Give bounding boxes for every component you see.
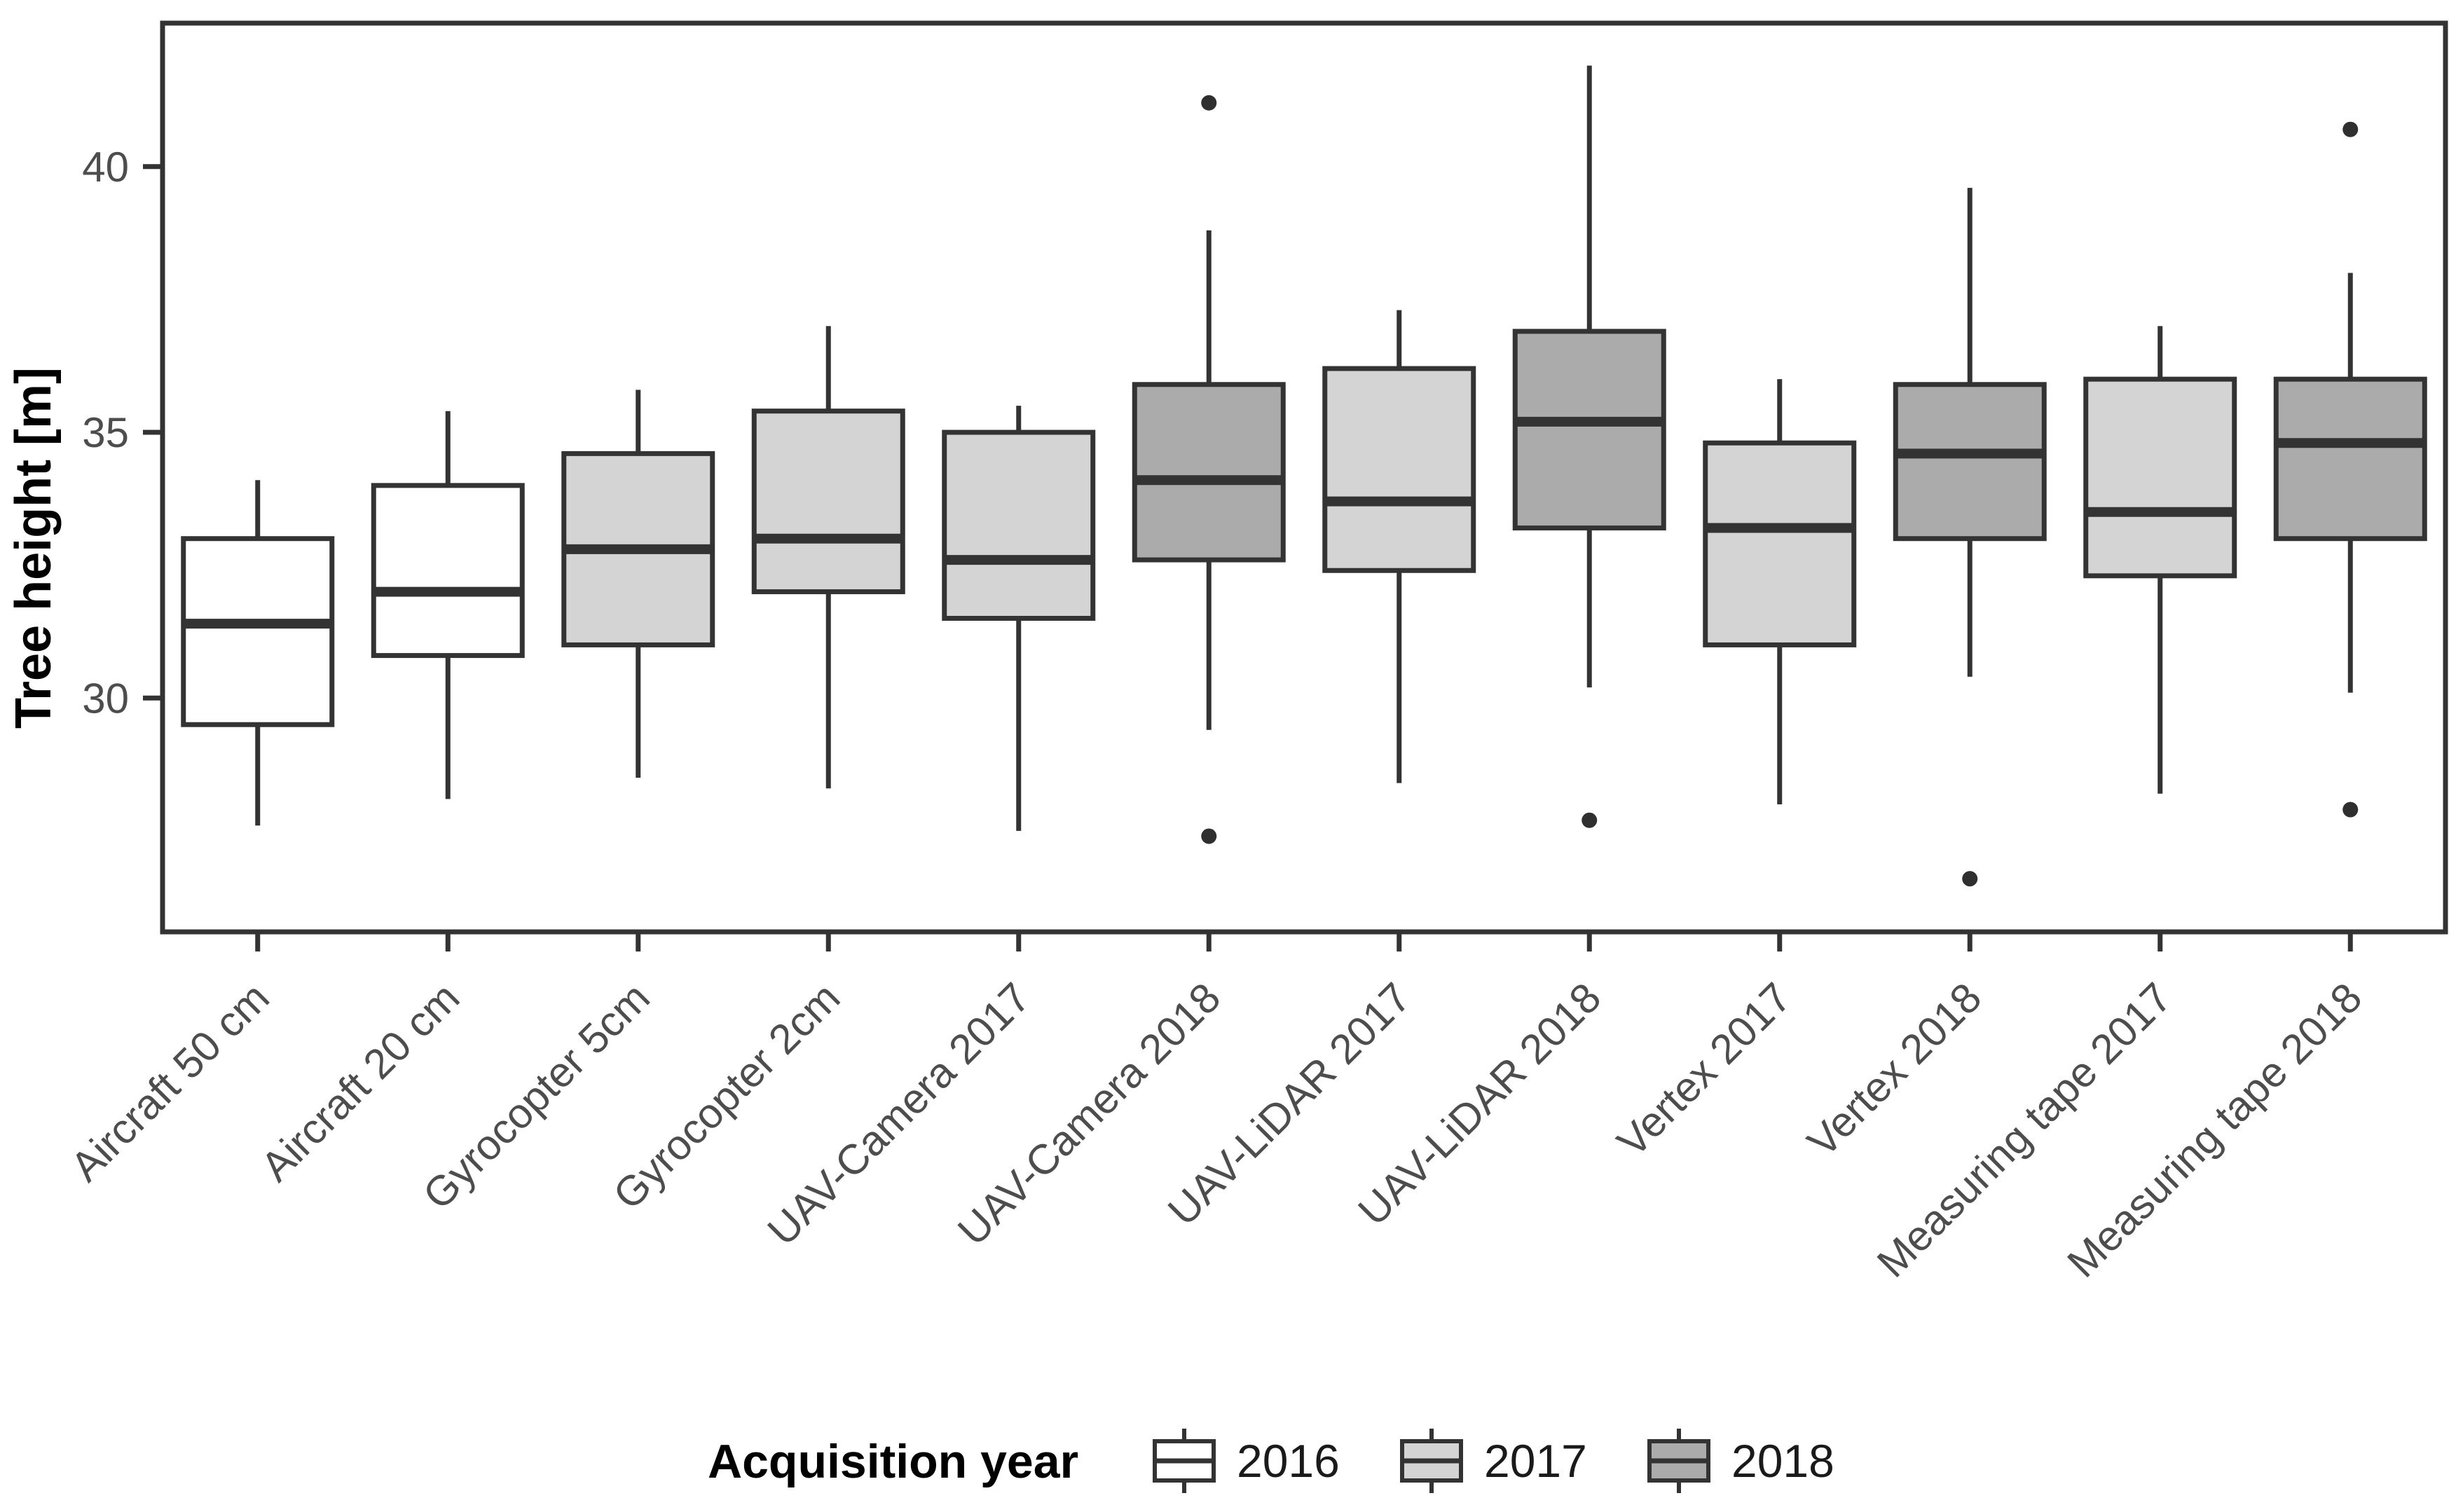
legend: Acquisition year 2016 2017 2018 — [708, 1429, 1834, 1493]
legend-label-2018: 2018 — [1731, 1435, 1834, 1487]
x-label-aircraft-20-cm: Aircraft 20 cm — [252, 974, 468, 1190]
outlier-uav-camera-2018-0 — [1201, 95, 1217, 111]
box-uav-camera-2018 — [1132, 382, 1286, 563]
box-uav-lidar-2017 — [1322, 366, 1476, 573]
legend-label-2017: 2017 — [1484, 1435, 1587, 1487]
outliers-layer — [1201, 95, 2359, 887]
box-vertex-2017 — [1703, 440, 1857, 647]
x-label-vertex-2017: Vertex 2017 — [1608, 974, 1800, 1166]
x-label-aircraft-50-cm: Aircraft 50 cm — [62, 974, 278, 1190]
y-axis-title: Tree height [m] — [6, 367, 62, 729]
box-aircraft-50-cm — [181, 536, 335, 727]
y-axis: 30 35 40 — [82, 144, 163, 722]
legend-key-2016 — [1153, 1429, 1216, 1493]
outlier-uav-lidar-2018-0 — [1582, 812, 1598, 828]
legend-key-2017 — [1400, 1429, 1463, 1493]
legend-key-2018 — [1647, 1429, 1710, 1493]
plot-panel-border — [160, 20, 2448, 935]
box-uav-camera-2017 — [942, 429, 1096, 621]
boxes-layer — [181, 329, 2427, 727]
legend-label-2016: 2016 — [1237, 1435, 1340, 1487]
box-uav-lidar-2018 — [1512, 329, 1666, 531]
outlier-measuring-tape-2018-1 — [2342, 802, 2359, 818]
box-aircraft-20-cm — [371, 483, 525, 659]
x-label-vertex-2018: Vertex 2018 — [1799, 974, 1991, 1166]
y-tick-label-30: 30 — [82, 675, 129, 722]
outlier-uav-camera-2018-1 — [1201, 828, 1217, 844]
legend-title: Acquisition year — [708, 1435, 1078, 1488]
box-measuring-tape-2018 — [2273, 376, 2427, 542]
outlier-measuring-tape-2018-0 — [2342, 121, 2359, 137]
outlier-vertex-2018-0 — [1962, 871, 1978, 887]
y-tick-label-40: 40 — [82, 144, 129, 191]
box-measuring-tape-2017 — [2083, 376, 2237, 579]
box-vertex-2018 — [1893, 382, 2047, 542]
y-tick-label-35: 35 — [82, 409, 129, 456]
box-gyrocopter-2cm — [751, 408, 905, 595]
